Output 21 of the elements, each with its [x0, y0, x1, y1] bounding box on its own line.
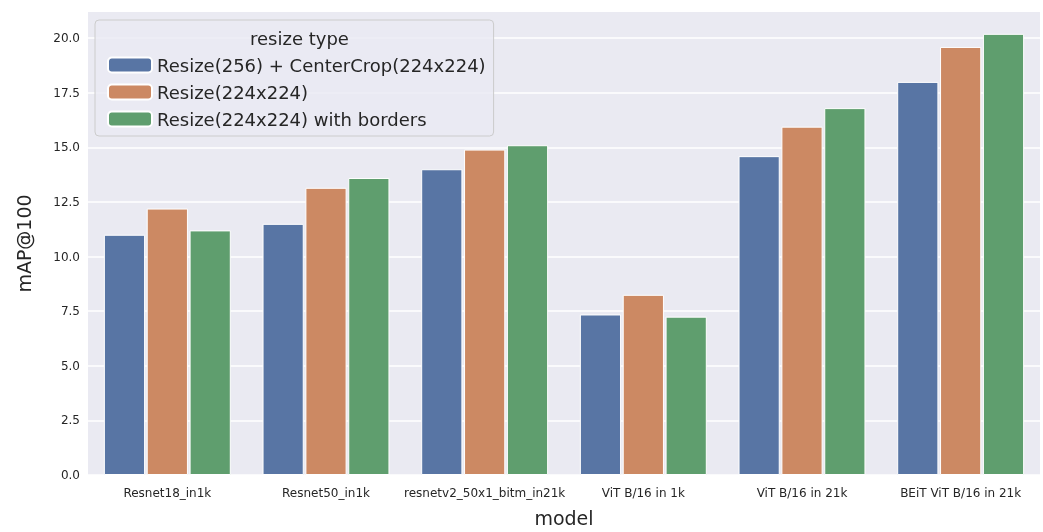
x-tick-label: BEiT ViT B/16 in 21k — [900, 486, 1022, 500]
y-tick-label: 10.0 — [53, 249, 80, 264]
x-tick-label: Resnet50_in1k — [282, 486, 371, 500]
x-tick-label: ViT B/16 in 1k — [601, 486, 685, 500]
y-tick-label: 15.0 — [53, 140, 80, 155]
y-tick-label: 17.5 — [53, 85, 80, 100]
y-tick-label: 12.5 — [53, 195, 80, 209]
x-tick-label: Resnet18_in1k — [123, 486, 212, 500]
y-tick-label: 2.5 — [60, 413, 80, 428]
y-tick-label: 7.5 — [60, 304, 80, 319]
legend-label: Resize(224x224) with borders — [157, 108, 427, 130]
legend-label: Resize(256) + CenterCrop(224x224) — [157, 54, 486, 76]
x-tick-label: ViT B/16 in 21k — [756, 486, 848, 500]
y-tick-label: 0.0 — [60, 468, 80, 482]
y-tick-label: 20.0 — [53, 31, 80, 46]
x-tick-label: resnetv2_50x1_bitm_in21k — [404, 486, 566, 500]
x-axis-title: model — [534, 506, 594, 529]
y-tick-label: 5.0 — [60, 358, 80, 373]
legend-label: Resize(224x224) — [157, 81, 309, 103]
legend-title: resize type — [250, 27, 349, 49]
y-axis-title: mAP@100 — [12, 194, 35, 293]
